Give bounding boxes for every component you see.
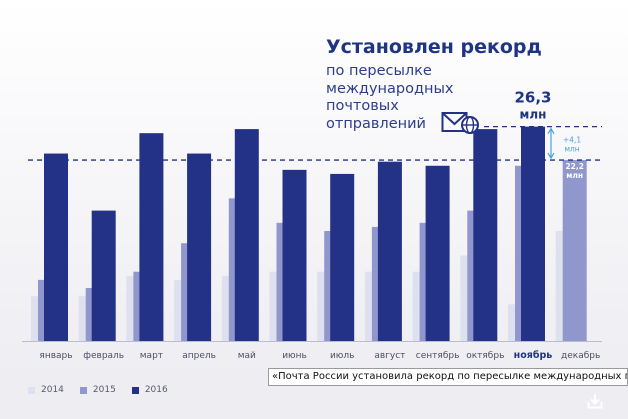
envelope-globe-icon (441, 112, 479, 134)
legend-swatch (131, 386, 139, 394)
legend-label: 2014 (41, 385, 64, 395)
x-tick-label: февраль (83, 351, 124, 361)
x-tick-label: август (374, 351, 405, 361)
x-tick-label: декабрь (561, 351, 600, 361)
legend-item: 2015 (79, 385, 116, 395)
bar-2015-7 (324, 230, 335, 341)
bar-2015-12 (562, 160, 587, 341)
bar-2015-6 (276, 222, 287, 341)
bar-2016-2 (91, 210, 116, 341)
download-icon[interactable] (586, 392, 604, 410)
caption-tooltip: «Почта России установила рекорд по перес… (268, 368, 628, 386)
bar-2014-11 (508, 304, 518, 341)
bar-2014-4 (174, 279, 185, 341)
chart-subtitle: по пересылке международных почтовых отпр… (326, 63, 496, 133)
bar-2014-7 (317, 271, 328, 341)
bar-2014-8 (364, 271, 375, 341)
x-tick-label: ноябрь (514, 350, 553, 361)
difference-arrow-down (547, 152, 555, 160)
bar-2016-5 (234, 129, 259, 341)
difference-arrow-up (547, 127, 555, 134)
subtitle-line: по пересылке (326, 63, 432, 79)
chart-title: Установлен рекорд (326, 36, 542, 58)
bar-2016-4 (187, 153, 212, 341)
legend-swatch (28, 386, 35, 394)
bar-2014-1 (31, 296, 41, 341)
bar-2016-6 (282, 169, 307, 341)
bar-2015-9 (419, 222, 430, 341)
bar-2015-8 (371, 226, 382, 341)
record-value-label: 26,3 (514, 89, 551, 107)
bar-2014-2 (78, 296, 89, 341)
legend-item: 2014 (28, 385, 64, 395)
x-tick-label: сентябрь (416, 351, 460, 361)
bar-2016-7 (330, 173, 355, 341)
bar-2015-5 (228, 198, 239, 341)
bar-2016-9 (425, 165, 450, 341)
bar-2015-10 (467, 210, 478, 341)
legend-swatch (79, 386, 87, 394)
bar-2016-3 (139, 133, 164, 341)
x-tick-label: май (238, 351, 256, 361)
subtitle-line: отправлений (326, 115, 426, 132)
chart-legend: 2014 2015 2016 (28, 385, 168, 395)
bar-2015-1 (38, 279, 48, 341)
subtitle-line: почтовых (326, 98, 399, 114)
difference-label: +4,1 (563, 136, 581, 145)
bar-2016-11 (521, 126, 545, 341)
bar-2016-8 (377, 161, 402, 341)
record-value-label: млн (520, 108, 547, 122)
bar-2015-4 (181, 243, 192, 341)
bar-2015-2 (85, 288, 96, 341)
legend-label: 2016 (144, 385, 168, 395)
legend-item: 2016 (131, 385, 168, 395)
x-tick-label: октябрь (466, 351, 504, 361)
x-tick-label: январь (39, 351, 72, 361)
legend-label: 2015 (92, 385, 116, 395)
bar-2015-11 (515, 165, 525, 341)
bar-2014-12 (555, 230, 566, 341)
bar-2014-5 (221, 275, 232, 341)
bar-2015-3 (133, 271, 144, 341)
bar-2014-9 (412, 271, 423, 341)
bar-2014-6 (269, 271, 280, 341)
x-tick-label: март (140, 351, 163, 361)
bar-2014-10 (460, 255, 471, 341)
december-value-label: млн (566, 171, 583, 180)
x-tick-label: апрель (182, 351, 216, 361)
bar-2014-3 (126, 275, 137, 341)
bar-2016-10 (473, 129, 498, 341)
subtitle-line: международных (326, 80, 454, 97)
bar-2016-1 (44, 153, 68, 341)
december-value-label: 22,2 (565, 162, 584, 171)
difference-label: млн (564, 145, 579, 154)
x-tick-label: июнь (282, 351, 307, 361)
x-tick-label: июль (330, 351, 354, 361)
